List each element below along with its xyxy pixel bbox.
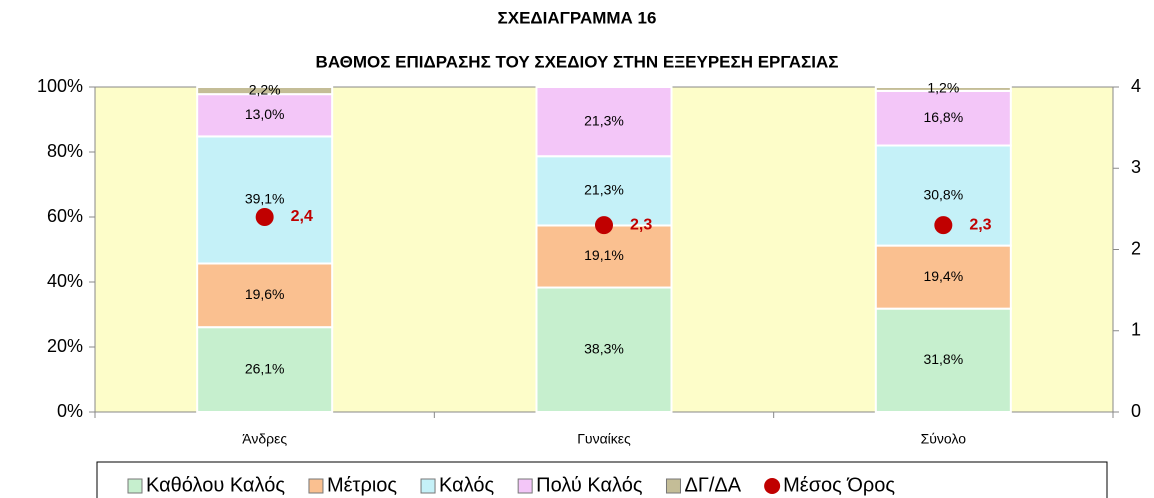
legend-marker <box>665 478 681 494</box>
data-label: 19,1% <box>584 247 624 263</box>
mean-label: 2,3 <box>969 216 991 233</box>
chart-title: ΣΧΕΔΙΑΓΡΑΜΜΑ 16 <box>498 8 657 27</box>
legend-label: Καθόλου Καλός <box>146 474 285 496</box>
y2-tick-label: 2 <box>1131 238 1141 258</box>
legend-label: ΔΓ/ΔΑ <box>684 474 741 496</box>
legend-label: Μέσος Όρος <box>783 474 895 496</box>
x-tick-label: Γυναίκες <box>577 431 631 447</box>
chart-subtitle: ΒΑΘΜΟΣ ΕΠΙΔΡΑΣΗΣ ΤΟΥ ΣΧΕΔΙΟΥ ΣΤΗΝ ΕΞΕΥΡΕ… <box>316 52 839 71</box>
y-tick-label: 100% <box>37 76 83 96</box>
y2-tick-label: 4 <box>1131 76 1141 96</box>
legend-marker <box>308 478 324 494</box>
mean-label: 2,3 <box>630 216 652 233</box>
bar-segment <box>874 244 1012 310</box>
y-tick-label: 40% <box>47 271 83 291</box>
x-tick-label: Άνδρες <box>242 431 287 447</box>
legend-marker <box>127 478 143 494</box>
mean-label: 2,4 <box>291 208 313 225</box>
bar-segment <box>535 286 673 413</box>
data-label: 21,3% <box>584 182 624 198</box>
legend-marker <box>420 478 436 494</box>
y-tick-label: 60% <box>47 206 83 226</box>
bar-segment <box>535 86 673 158</box>
bar-segment <box>196 135 334 265</box>
legend-label: Πολύ Καλός <box>536 474 643 496</box>
legend-marker <box>764 478 781 494</box>
data-label: 2,2% <box>249 81 281 97</box>
y2-tick-label: 1 <box>1131 320 1141 340</box>
bar-segment <box>874 86 1012 92</box>
data-label: 19,4% <box>923 268 963 284</box>
y2-tick-label: 3 <box>1131 157 1141 177</box>
data-label: 13,0% <box>245 106 285 122</box>
legend-label: Καλός <box>439 474 494 496</box>
mean-marker <box>934 216 953 235</box>
bar-segment <box>874 307 1012 413</box>
y-tick-label: 0% <box>57 401 83 421</box>
data-label: 39,1% <box>245 191 285 207</box>
bar-segment <box>535 155 673 227</box>
data-label: 19,6% <box>245 286 285 302</box>
data-label: 16,8% <box>923 109 963 125</box>
bar-segment <box>196 262 334 329</box>
legend-box <box>96 461 1108 498</box>
y-tick-label: 20% <box>47 336 83 356</box>
mean-marker <box>595 216 613 235</box>
legend: Καθόλου Καλός Μέτριος Καλός Πολύ Καλός ΔΓ/ΔΑ… <box>96 461 1108 498</box>
bar-segment <box>196 86 334 96</box>
data-label: 1,2% <box>927 80 959 96</box>
data-label: 31,8% <box>923 351 963 367</box>
bar-segment <box>535 224 673 289</box>
data-label: 38,3% <box>584 340 624 356</box>
x-tick-label: Σύνολο <box>921 431 967 447</box>
y-tick-label: 80% <box>47 141 83 161</box>
mean-marker <box>255 208 274 226</box>
y2-tick-label: 0 <box>1131 401 1141 421</box>
data-label: 21,3% <box>584 112 624 128</box>
legend-marker <box>517 478 533 494</box>
bar-segment <box>196 326 334 413</box>
data-label: 26,1% <box>245 360 285 376</box>
bar-segment <box>196 93 334 138</box>
legend-label: Μέτριος <box>327 474 397 496</box>
data-label: 30,8% <box>923 186 963 202</box>
